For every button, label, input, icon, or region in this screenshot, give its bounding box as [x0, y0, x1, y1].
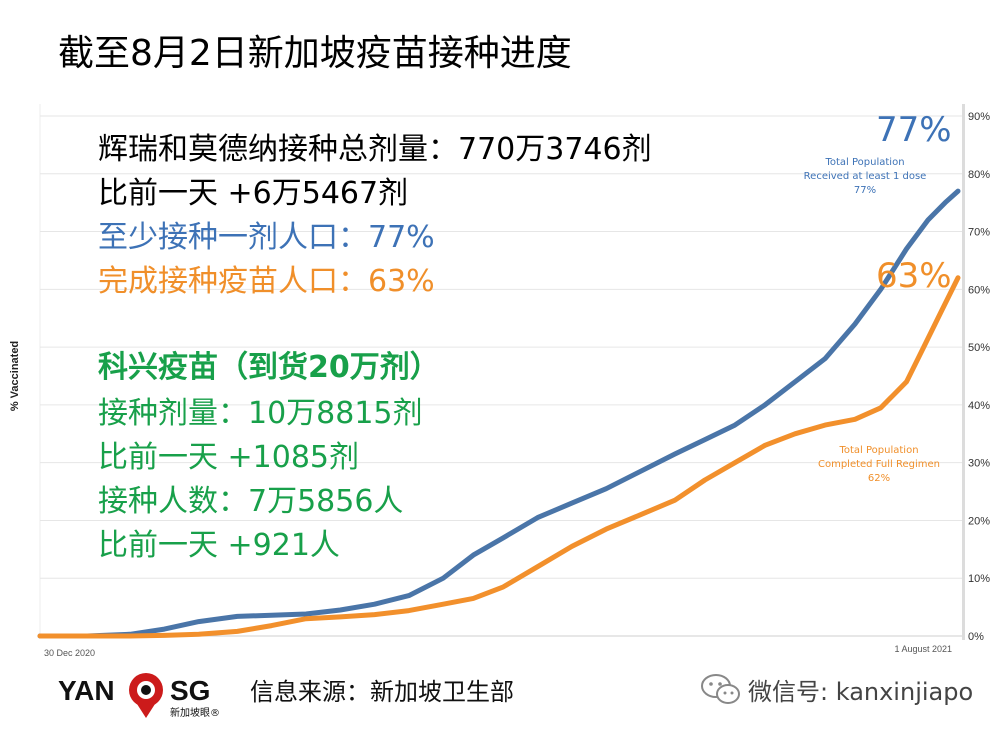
sinovac-people-delta-text: 比前一天 +921人 — [98, 528, 340, 563]
total-doses-delta-text: 比前一天 +6万5467剂 — [98, 176, 409, 211]
y-tick-label: 50% — [968, 342, 990, 354]
wechat-icon — [701, 674, 740, 704]
wechat-id: 微信号: kanxinjiapo — [700, 670, 990, 710]
page-title: 截至8月2日新加坡疫苗接种进度 — [58, 33, 572, 74]
series-line-full-regimen — [37, 275, 961, 639]
sinovac-people-text: 接种人数：7万5856人 — [98, 484, 404, 519]
y-tick-label: 90% — [968, 111, 990, 123]
chart-plot: 0% 10% 20% 30% 40% 50% 60% 70% 80% 90% 30 Dec 2020… — [9, 104, 990, 658]
sinovac-doses-delta-text: 比前一天 +1085剂 — [98, 440, 360, 475]
y-tick-label: 20% — [968, 515, 990, 527]
source-label: 信息来源：新加坡卫生部 — [250, 678, 514, 706]
first-dose-label-line1: Total Population — [825, 157, 905, 168]
x-start-label: 30 Dec 2020 — [44, 648, 95, 658]
y-tick-label: 10% — [968, 573, 990, 585]
full-series-label: Total Population Completed Full Regimen … — [804, 444, 954, 486]
y-tick-label: 60% — [968, 284, 990, 296]
wechat-label: 微信号: kanxinjiapo — [748, 678, 974, 706]
full-label-line1: Total Population — [839, 445, 919, 456]
vaccination-chart: 0% 10% 20% 30% 40% 50% 60% 70% 80% 90% 30 Dec 2020… — [0, 104, 1007, 664]
y-tick-label: 80% — [968, 169, 990, 181]
series-line-first-dose — [37, 188, 961, 639]
y-tick-label: 0% — [968, 631, 984, 643]
sinovac-doses-text: 接种剂量：10万8815剂 — [98, 396, 423, 431]
full-label-line2: Completed Full Regimen — [817, 459, 940, 470]
logo-subtitle: 新加坡眼® — [170, 706, 220, 719]
sinovac-heading: 科兴疫苗（到货20万剂） — [98, 350, 440, 385]
first-dose-series-label: Total Population Received at least 1 dos… — [790, 156, 940, 198]
logo-text-right: SG — [170, 675, 210, 706]
full-vaccinated-pct-text: 完成接种疫苗人口：63% — [98, 264, 435, 299]
y-axis-rule — [962, 104, 965, 640]
first-dose-label-line3: 77% — [853, 185, 877, 196]
first-dose-big-label: 77% — [876, 110, 952, 150]
total-doses-text: 辉瑞和莫德纳接种总剂量：770万3746剂 — [98, 132, 652, 167]
y-tick-label: 40% — [968, 400, 990, 412]
yansg-logo: YAN SG 新加坡眼® — [58, 673, 220, 719]
logo-text-left: YAN — [58, 675, 115, 706]
full-big-label: 63% — [876, 256, 952, 296]
y-tick-label: 70% — [968, 227, 990, 239]
full-label-line3: 62% — [867, 473, 891, 484]
first-dose-label-line2: Received at least 1 dose — [803, 171, 927, 182]
first-dose-pct-text: 至少接种一剂人口：77% — [98, 220, 435, 255]
footer: YAN SG 新加坡眼® 信息来源：新加坡卫生部 微信号: kanxinjiap… — [0, 660, 1007, 729]
x-end-label: 1 August 2021 — [894, 644, 952, 654]
y-axis-title: % Vaccinated — [9, 341, 21, 411]
y-tick-label: 30% — [968, 458, 990, 470]
